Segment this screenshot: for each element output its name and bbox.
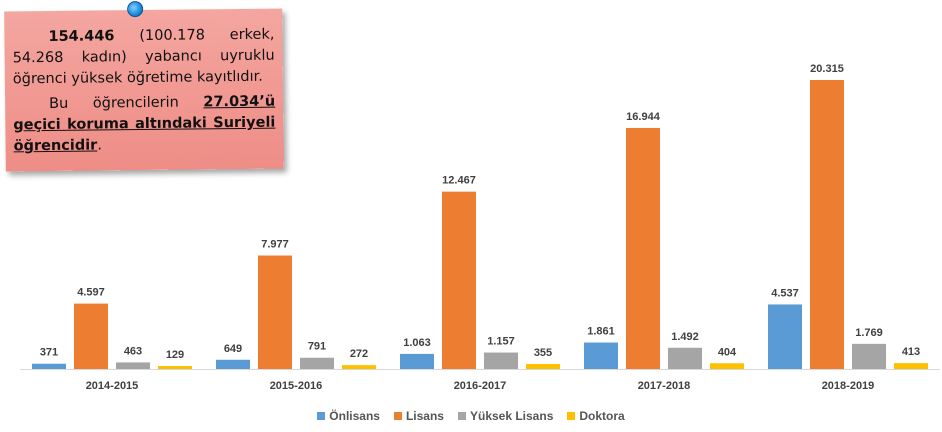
data-label: 12.467 — [442, 175, 476, 187]
bar-doktora-2014-2015 — [158, 366, 192, 369]
legend-item: Doktora — [567, 409, 625, 423]
data-label: 4.597 — [77, 287, 105, 299]
legend-swatch — [457, 412, 466, 420]
data-label: 404 — [718, 346, 737, 358]
data-label: 791 — [308, 341, 326, 353]
legend-item: Yüksek Lisans — [457, 409, 554, 423]
data-label: 1.492 — [671, 331, 699, 343]
bar-doktora-2017-2018 — [710, 363, 744, 369]
legend-swatch — [317, 412, 326, 420]
info-note: 154.446 (100.178 erkek, 54.268 kadın) ya… — [4, 1, 284, 172]
bar-önlisans-2018-2019 — [768, 304, 802, 369]
data-label: 355 — [534, 347, 552, 359]
bar-yüksek-lisans-2017-2018 — [668, 347, 702, 369]
data-label: 1.063 — [403, 337, 431, 349]
x-tick-label: 2015-2016 — [270, 380, 323, 392]
legend-item: Önlisans — [317, 409, 380, 423]
chart-legend: Önlisans Lisans Yüksek Lisans Doktora — [0, 409, 942, 423]
data-label: 272 — [350, 348, 368, 360]
data-label: 1.861 — [587, 326, 615, 338]
data-label: 16.944 — [626, 111, 661, 123]
note-intro-text: Bu öğrencilerin — [49, 94, 204, 112]
bar-önlisans-2016-2017 — [400, 353, 434, 369]
data-label: 371 — [40, 347, 58, 359]
bar-lisans-2014-2015 — [74, 303, 108, 369]
data-label: 1.157 — [487, 336, 515, 348]
bar-doktora-2016-2017 — [526, 363, 560, 369]
data-label: 20.315 — [810, 63, 844, 75]
bar-yüksek-lisans-2016-2017 — [484, 352, 518, 369]
legend-label: Yüksek Lisans — [469, 409, 554, 423]
bar-lisans-2017-2018 — [626, 127, 660, 369]
x-tick-label: 2016-2017 — [454, 380, 507, 392]
legend-swatch — [567, 412, 576, 420]
x-tick-label: 2014-2015 — [86, 380, 139, 392]
bar-yüksek-lisans-2018-2019 — [852, 343, 886, 369]
legend-label: Lisans — [405, 409, 444, 423]
note-period: . — [97, 137, 102, 154]
data-label: 7.977 — [261, 239, 289, 251]
bar-lisans-2018-2019 — [810, 80, 844, 369]
bar-önlisans-2015-2016 — [216, 359, 250, 369]
bar-yüksek-lisans-2014-2015 — [116, 362, 150, 369]
data-label: 413 — [902, 346, 920, 358]
data-label: 1.769 — [855, 327, 883, 339]
x-tick-label: 2017-2018 — [638, 380, 691, 392]
pin-icon — [127, 1, 144, 18]
bar-doktora-2018-2019 — [894, 363, 928, 369]
bar-önlisans-2017-2018 — [584, 342, 618, 369]
bar-doktora-2015-2016 — [342, 365, 376, 369]
legend-item: Lisans — [393, 409, 444, 423]
note-paragraph-1: 154.446 (100.178 erkek, 54.268 kadın) ya… — [12, 25, 275, 91]
bar-lisans-2015-2016 — [258, 255, 292, 369]
bar-lisans-2016-2017 — [442, 191, 476, 369]
legend-label: Önlisans — [329, 409, 380, 423]
legend-label: Doktora — [579, 409, 625, 423]
note-paragraph-2: Bu öğrencilerin 27.034’ü geçici koruma a… — [13, 92, 276, 158]
data-label: 129 — [166, 349, 184, 361]
legend-swatch — [393, 412, 402, 420]
data-label: 4.537 — [771, 287, 799, 299]
x-tick-label: 2018-2019 — [822, 380, 875, 392]
data-label: 649 — [224, 343, 242, 355]
bar-önlisans-2014-2015 — [32, 363, 66, 369]
data-label: 463 — [124, 345, 142, 357]
note-total-count: 154.446 — [48, 28, 115, 45]
bar-yüksek-lisans-2015-2016 — [300, 357, 334, 369]
